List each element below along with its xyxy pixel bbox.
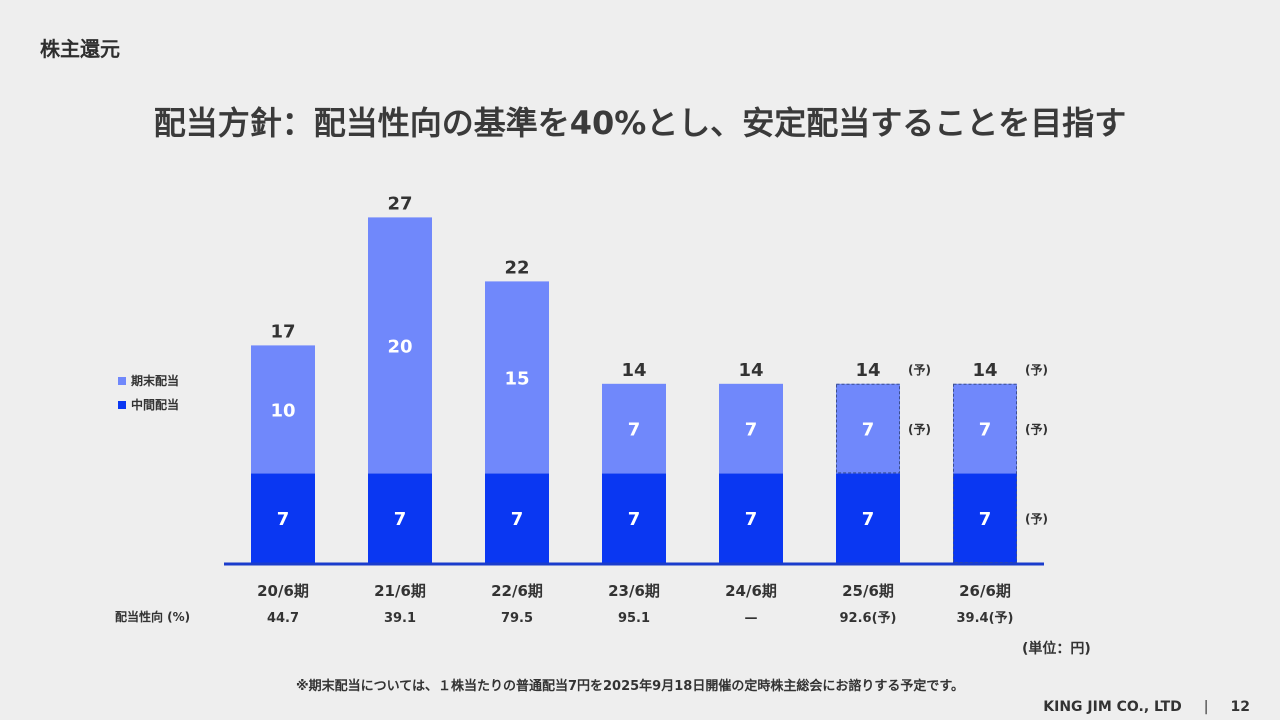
bar-interim-label: 7 — [628, 509, 641, 530]
bar-year-end — [251, 345, 315, 474]
bar-interim-label: 7 — [394, 509, 407, 530]
bar-year-end-label: 7 — [862, 420, 875, 441]
bar-total-label: 14 — [855, 360, 880, 381]
section-title: 株主還元 — [40, 37, 120, 61]
legend-year-end-swatch — [118, 376, 126, 385]
bar-total-label: 14 — [621, 360, 646, 381]
bar-year-end — [719, 383, 783, 474]
payout-ratio-value: 39.1 — [384, 611, 416, 626]
payout-ratio-value: 92.6(予) — [840, 611, 897, 626]
payout-ratio-label: 配当性向 (%) — [115, 610, 191, 624]
x-tick-label: 20/6期 — [257, 582, 309, 600]
forecast-mark-year-end: (予) — [1025, 423, 1048, 437]
bar-total-label: 17 — [270, 321, 295, 342]
bar-interim — [602, 473, 666, 563]
bar-interim-label: 7 — [862, 509, 875, 530]
page-number: 12 — [1230, 699, 1250, 715]
footer-separator: | — [1203, 699, 1209, 715]
company-name: KING JIM CO., LTD — [1043, 699, 1182, 715]
bar-interim — [485, 473, 549, 563]
bar-interim-label: 7 — [745, 509, 758, 530]
legend-year-end: 期末配当 — [118, 372, 179, 389]
bar-year-end-label: 7 — [745, 420, 758, 441]
payout-ratio-value: 95.1 — [618, 611, 650, 626]
bar-year-end — [485, 281, 549, 474]
footnote: ※期末配当については、１株当たりの普通配当7円を2025年9月18日開催の定時株… — [295, 679, 965, 694]
forecast-mark-total: (予) — [908, 363, 931, 377]
bar-total-label: 27 — [387, 193, 412, 214]
unit-label: (単位：円) — [1022, 641, 1091, 657]
payout-ratio-value: — — [745, 611, 758, 626]
forecast-outline — [836, 383, 900, 474]
bar-year-end — [602, 383, 666, 474]
bar-interim — [251, 473, 315, 563]
forecast-mark-year-end: (予) — [908, 423, 931, 437]
bar-total-label: 14 — [738, 360, 763, 381]
bar-year-end-label: 7 — [628, 420, 641, 441]
x-tick-label: 25/6期 — [842, 582, 894, 600]
legend-interim: 中間配当 — [118, 396, 179, 413]
bar-total-label: 14 — [972, 360, 997, 381]
bar-interim-label: 7 — [277, 509, 290, 530]
page-title: 配当方針：配当性向の基準を40%とし、安定配当することを目指す — [153, 104, 1127, 142]
bar-year-end-label: 20 — [387, 336, 412, 357]
bar-total-label: 22 — [504, 257, 529, 278]
x-tick-label: 22/6期 — [491, 582, 543, 600]
bar-interim-label: 7 — [979, 509, 992, 530]
bar-interim — [836, 473, 900, 563]
bar-year-end — [836, 383, 900, 474]
legend-interim-label: 中間配当 — [131, 398, 180, 412]
bar-year-end-label: 15 — [504, 368, 529, 389]
legend-interim-swatch — [118, 400, 126, 409]
bar-year-end — [368, 217, 432, 474]
bar-interim — [953, 473, 1017, 563]
x-tick-label: 23/6期 — [608, 582, 660, 600]
bar-year-end — [953, 383, 1017, 474]
payout-ratio-value: 39.4(予) — [957, 611, 1014, 626]
forecast-mark-total: (予) — [1025, 363, 1048, 377]
payout-ratio-value: 79.5 — [501, 611, 533, 626]
bar-interim — [719, 473, 783, 563]
legend-year-end-label: 期末配当 — [131, 374, 180, 388]
bar-interim-label: 7 — [511, 509, 524, 530]
x-tick-label: 21/6期 — [374, 582, 426, 600]
footer: KING JIM CO., LTD | 12 — [1043, 699, 1250, 715]
bar-year-end-label: 10 — [270, 400, 295, 421]
bar-year-end-label: 7 — [979, 420, 992, 441]
payout-ratio-value: 44.7 — [267, 611, 299, 626]
forecast-mark-interim: (予) — [1025, 512, 1048, 526]
x-tick-label: 26/6期 — [959, 582, 1011, 600]
bar-interim — [368, 473, 432, 563]
x-tick-label: 24/6期 — [725, 582, 777, 600]
